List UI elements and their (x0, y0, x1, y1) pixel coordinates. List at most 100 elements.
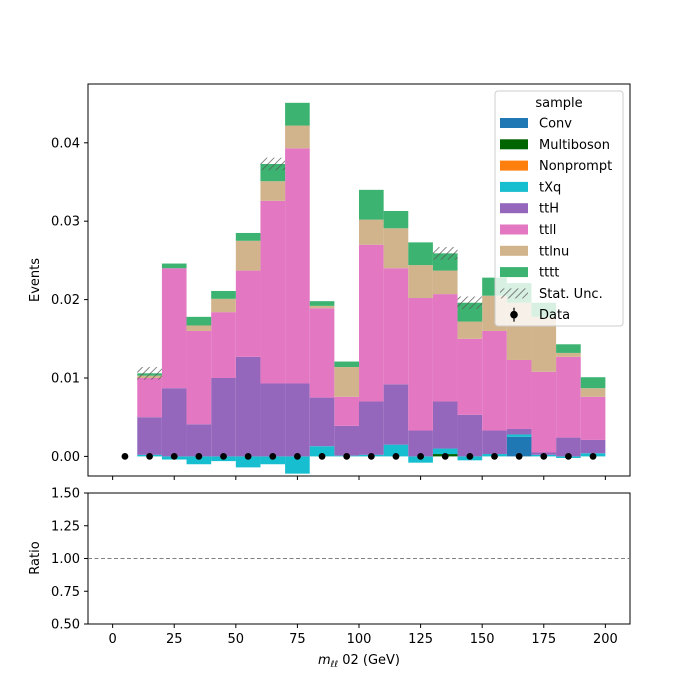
stat-unc-band-12 (432, 247, 458, 260)
bar-ttll-8 (334, 396, 359, 426)
bar-tttt-3 (211, 290, 236, 299)
ratio-y-tick-label-1: 0.75 (51, 585, 80, 600)
bar-ttll-10 (383, 268, 409, 385)
data-point-0 (121, 453, 129, 460)
bar-tttt-6 (285, 102, 310, 126)
legend-label-multiboson: Multiboson (539, 138, 610, 153)
bar-tth-17 (556, 437, 581, 457)
data-point-6 (269, 453, 277, 460)
bar-ttlnu-13 (457, 321, 483, 339)
data-point-17 (540, 453, 548, 460)
bar-tth-15 (506, 428, 532, 435)
bar-ttll-17 (556, 356, 581, 438)
bar-ttlnu-12 (432, 270, 458, 295)
data-point-9 (343, 453, 351, 460)
bar-txq-5 (260, 456, 286, 465)
bar-tth-9 (359, 401, 384, 455)
bar-ttll-13 (457, 338, 483, 415)
legend-swatch-txq (500, 181, 528, 192)
bar-tth-18 (580, 439, 606, 454)
bar-tttt-7 (309, 301, 335, 306)
data-point-14 (466, 453, 474, 460)
bar-tth-12 (432, 401, 458, 449)
main-y-tick-label-3: 0.03 (51, 215, 80, 230)
bar-ttll-15 (506, 359, 532, 429)
bar-ttll-14 (482, 330, 507, 431)
legend-swatch-tth (500, 203, 528, 214)
data-point-13 (441, 453, 449, 460)
bar-ttlnu-5 (260, 181, 286, 201)
bar-tth-13 (457, 414, 483, 457)
bar-ttll-6 (285, 148, 310, 384)
bar-tth-11 (408, 430, 433, 457)
x-tick-label-6: 150 (470, 632, 495, 647)
bar-tttt-1 (161, 263, 187, 269)
stat-unc-band-0 (137, 367, 162, 380)
bar-tth-8 (334, 425, 359, 456)
ratio-y-tick-label-3: 1.25 (51, 519, 80, 534)
x-tick-label-8: 200 (593, 632, 618, 647)
bar-txq-6 (285, 456, 310, 474)
data-point-7 (294, 453, 301, 460)
data-point-11 (392, 453, 400, 460)
bar-ttll-0 (137, 378, 162, 418)
bar-ttlnu-11 (408, 265, 433, 299)
data-point-10 (367, 453, 375, 460)
x-tick-label-4: 100 (347, 632, 372, 647)
ratio-panel: 0.50 0.75 1.00 1.25 1.50 0 25 50 75 100 125 150 175… (28, 487, 631, 670)
legend-label-ttll: ttll (539, 223, 556, 238)
ratio-y-tick-label-2: 1.00 (51, 552, 80, 567)
bar-tth-5 (260, 383, 286, 457)
data-point-5 (244, 453, 252, 460)
bar-tth-14 (482, 430, 507, 455)
main-panel: 0.00 0.01 0.02 0.03 0.04 Events (28, 83, 631, 480)
bar-txq-10 (383, 444, 409, 457)
bar-tttt-17 (556, 344, 581, 353)
bar-ttll-18 (580, 396, 606, 440)
bar-tth-7 (309, 397, 335, 447)
bar-tttt-10 (383, 211, 409, 229)
bar-ttll-16 (531, 371, 557, 453)
x-axis-label-subscript: ℓℓ (330, 660, 338, 670)
data-point-19 (589, 453, 597, 460)
x-axis-label-symbol: m (318, 653, 331, 668)
bar-conv-15 (506, 436, 532, 457)
x-tick-label-7: 175 (531, 632, 556, 647)
data-point-16 (515, 453, 523, 460)
bar-ttlnu-18 (580, 388, 606, 397)
legend-label-tth: ttH (539, 202, 559, 217)
main-y-tick-label-0: 0.00 (51, 450, 80, 465)
stat-unc-bands (137, 157, 483, 380)
legend-title: sample (535, 96, 582, 111)
ratio-y-tick-label-0: 0.50 (51, 618, 80, 633)
main-y-ticks: 0.00 0.01 0.02 0.03 0.04 (51, 136, 88, 465)
bar-tth-0 (137, 417, 162, 455)
legend-swatch-conv (500, 118, 528, 128)
ratio-y-axis-label: Ratio (28, 541, 43, 574)
x-tick-label-2: 50 (228, 632, 245, 647)
bar-txq-7 (309, 446, 335, 457)
data-points (121, 453, 597, 460)
bar-ttlnu-17 (556, 352, 581, 357)
bar-ttlnu-4 (235, 240, 261, 271)
main-y-axis-label: Events (28, 258, 43, 302)
data-point-2 (170, 453, 178, 460)
bar-ttlnu-6 (285, 125, 310, 149)
bar-ttlnu-9 (359, 219, 384, 245)
legend-swatch-tttt (500, 267, 528, 278)
data-point-8 (318, 453, 326, 460)
bar-ttll-11 (408, 298, 433, 431)
data-point-3 (195, 453, 203, 460)
bar-ttll-2 (186, 330, 212, 425)
bar-tttt-18 (580, 377, 606, 389)
bar-tttt-4 (235, 232, 261, 241)
stat-unc-band-5 (260, 157, 286, 171)
bar-ttll-12 (432, 294, 458, 402)
ratio-y-tick-label-4: 1.50 (51, 487, 80, 502)
bar-txq-12 (432, 448, 458, 455)
legend-label-conv: Conv (539, 117, 572, 132)
legend-label-nonprompt: Nonprompt (539, 159, 612, 174)
bar-tth-2 (186, 424, 212, 457)
bar-ttll-1 (161, 268, 187, 389)
